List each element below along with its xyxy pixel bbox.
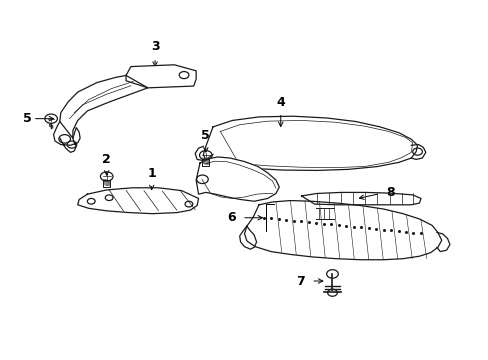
Polygon shape [126, 65, 196, 88]
Polygon shape [196, 157, 279, 201]
Polygon shape [244, 201, 441, 260]
Text: 2: 2 [102, 153, 111, 166]
Text: 5: 5 [201, 129, 210, 142]
Text: 1: 1 [147, 167, 156, 180]
Text: 7: 7 [296, 275, 305, 288]
Text: 3: 3 [150, 40, 159, 53]
Text: 4: 4 [276, 96, 285, 109]
Text: 5: 5 [22, 112, 31, 125]
Text: 6: 6 [227, 211, 235, 224]
Polygon shape [203, 116, 417, 170]
Polygon shape [78, 188, 198, 214]
Text: 8: 8 [386, 186, 394, 199]
Polygon shape [301, 192, 420, 205]
Polygon shape [60, 76, 147, 138]
